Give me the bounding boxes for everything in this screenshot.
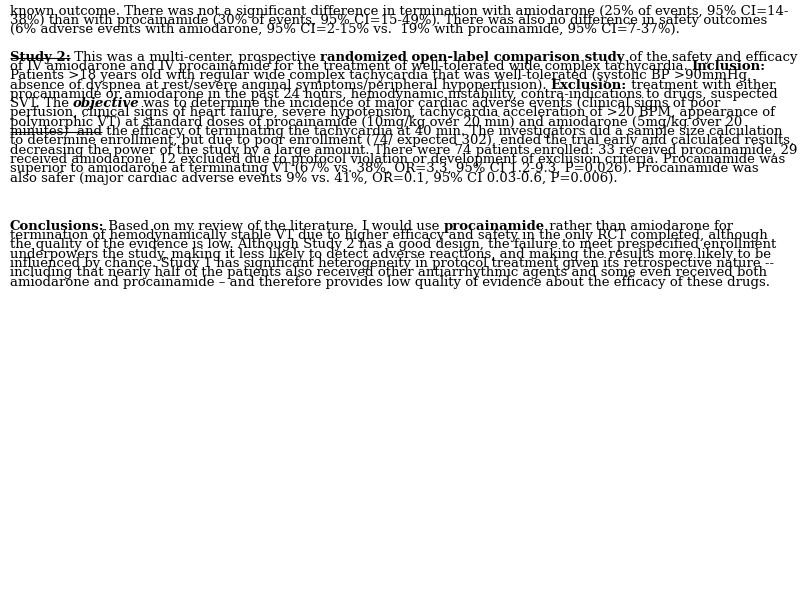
Text: Exclusion:: Exclusion: bbox=[550, 79, 626, 92]
Text: (6% adverse events with amiodarone, 95% CI=2-15% vs.  19% with procainamide, 95%: (6% adverse events with amiodarone, 95% … bbox=[10, 23, 679, 37]
Text: of the safety and efficacy: of the safety and efficacy bbox=[625, 50, 798, 64]
Text: Patients >18 years old with regular wide complex tachycardia that was well-toler: Patients >18 years old with regular wide… bbox=[10, 69, 750, 82]
Text: treatment with either: treatment with either bbox=[626, 79, 775, 92]
Text: polymorphic VT) at standard doses of procainamide (10mg/kg over 20 min) and amio: polymorphic VT) at standard doses of pro… bbox=[10, 116, 742, 129]
Text: received amiodarone, 12 excluded due to protocol violation or development of exc: received amiodarone, 12 excluded due to … bbox=[10, 153, 785, 166]
Text: Inclusion:: Inclusion: bbox=[692, 60, 766, 73]
Text: of IV amiodarone and IV procainamide for the treatment of well-tolerated wide co: of IV amiodarone and IV procainamide for… bbox=[10, 60, 692, 73]
Text: Study 2:: Study 2: bbox=[10, 50, 70, 64]
Text: . There was also no difference in safety outcomes: . There was also no difference in safety… bbox=[436, 14, 767, 27]
Text: including that nearly half of the patients also received other antiarrhythmic ag: including that nearly half of the patien… bbox=[10, 266, 766, 280]
Text: underpowers the study, making it less likely to detect adverse reactions, and ma: underpowers the study, making it less li… bbox=[10, 248, 770, 261]
Text: 38%) than with procainamide (30% of events, 95% CI=15-49%): 38%) than with procainamide (30% of even… bbox=[10, 14, 436, 27]
Text: SVT. The: SVT. The bbox=[10, 97, 73, 110]
Text: superior to amiodarone at terminating VT (67% vs. 38%, OR=3.3, 95% CI 1.2-9.3, P: superior to amiodarone at terminating VT… bbox=[10, 162, 758, 175]
Text: Based on my review of the literature, I would use: Based on my review of the literature, I … bbox=[104, 220, 444, 233]
Text: This was a multi-center, prospective: This was a multi-center, prospective bbox=[70, 50, 321, 64]
Text: Conclusions:: Conclusions: bbox=[10, 220, 104, 233]
Text: the quality of the evidence is low. Although Study 2 has a good design, the fail: the quality of the evidence is low. Alth… bbox=[10, 238, 776, 251]
Text: was to determine the incidence of major cardiac adverse events (clinical signs o: was to determine the incidence of major … bbox=[139, 97, 721, 110]
Text: procainamide: procainamide bbox=[444, 220, 545, 233]
Text: the efficacy of terminating the tachycardia at 40 min. The investigators did a s: the efficacy of terminating the tachycar… bbox=[102, 125, 782, 138]
Text: to determine enrollment, but due to poor enrollment (74/ expected 302), ended th: to determine enrollment, but due to poor… bbox=[10, 134, 794, 148]
Text: rather than amiodarone for: rather than amiodarone for bbox=[545, 220, 733, 233]
Text: absence of dyspnea at rest/severe anginal symptoms/peripheral hypoperfusion).: absence of dyspnea at rest/severe angina… bbox=[10, 79, 550, 92]
Text: minutes)  and: minutes) and bbox=[10, 125, 102, 138]
Text: objective: objective bbox=[73, 97, 139, 110]
Text: termination of hemodynamically stable VT due to higher efficacy and safety in th: termination of hemodynamically stable VT… bbox=[10, 229, 767, 242]
Text: decreasing the power of the study by a large amount. There were 74 patients enro: decreasing the power of the study by a l… bbox=[10, 143, 797, 157]
Text: randomized open-label comparison study: randomized open-label comparison study bbox=[321, 50, 625, 64]
Text: amiodarone and procainamide – and therefore provides low quality of evidence abo: amiodarone and procainamide – and theref… bbox=[10, 275, 770, 289]
Text: known outcome. There was not a significant difference in termination with amioda: known outcome. There was not a significa… bbox=[10, 5, 788, 18]
Text: influenced by chance. Study 1 has significant heterogeneity in protocol treatmen: influenced by chance. Study 1 has signif… bbox=[10, 257, 774, 270]
Text: perfusion, clinical signs of heart failure, severe hypotension, tachycardia acce: perfusion, clinical signs of heart failu… bbox=[10, 106, 774, 119]
Text: procainamide or amiodarone in the past 24 hours, hemodynamic instability, contra: procainamide or amiodarone in the past 2… bbox=[10, 88, 778, 101]
Text: also safer (major cardiac adverse events 9% vs. 41%, OR=0.1, 95% CI 0.03-0.6, P=: also safer (major cardiac adverse events… bbox=[10, 172, 618, 185]
